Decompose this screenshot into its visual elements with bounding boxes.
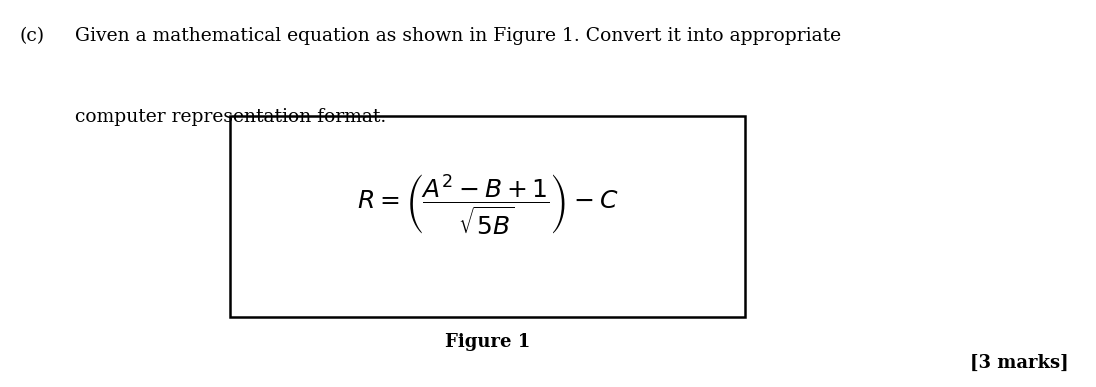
Text: $R = \left(\dfrac{A^2 - B + 1}{\sqrt{5B}}\right) - C$: $R = \left(\dfrac{A^2 - B + 1}{\sqrt{5B}… — [357, 173, 618, 237]
Text: [3 marks]: [3 marks] — [970, 353, 1069, 372]
Text: Figure 1: Figure 1 — [445, 333, 530, 351]
Text: computer representation format.: computer representation format. — [75, 108, 386, 127]
Bar — [230, 116, 745, 317]
Text: (c): (c) — [20, 27, 45, 45]
Text: Given a mathematical equation as shown in Figure 1. Convert it into appropriate: Given a mathematical equation as shown i… — [75, 27, 841, 45]
